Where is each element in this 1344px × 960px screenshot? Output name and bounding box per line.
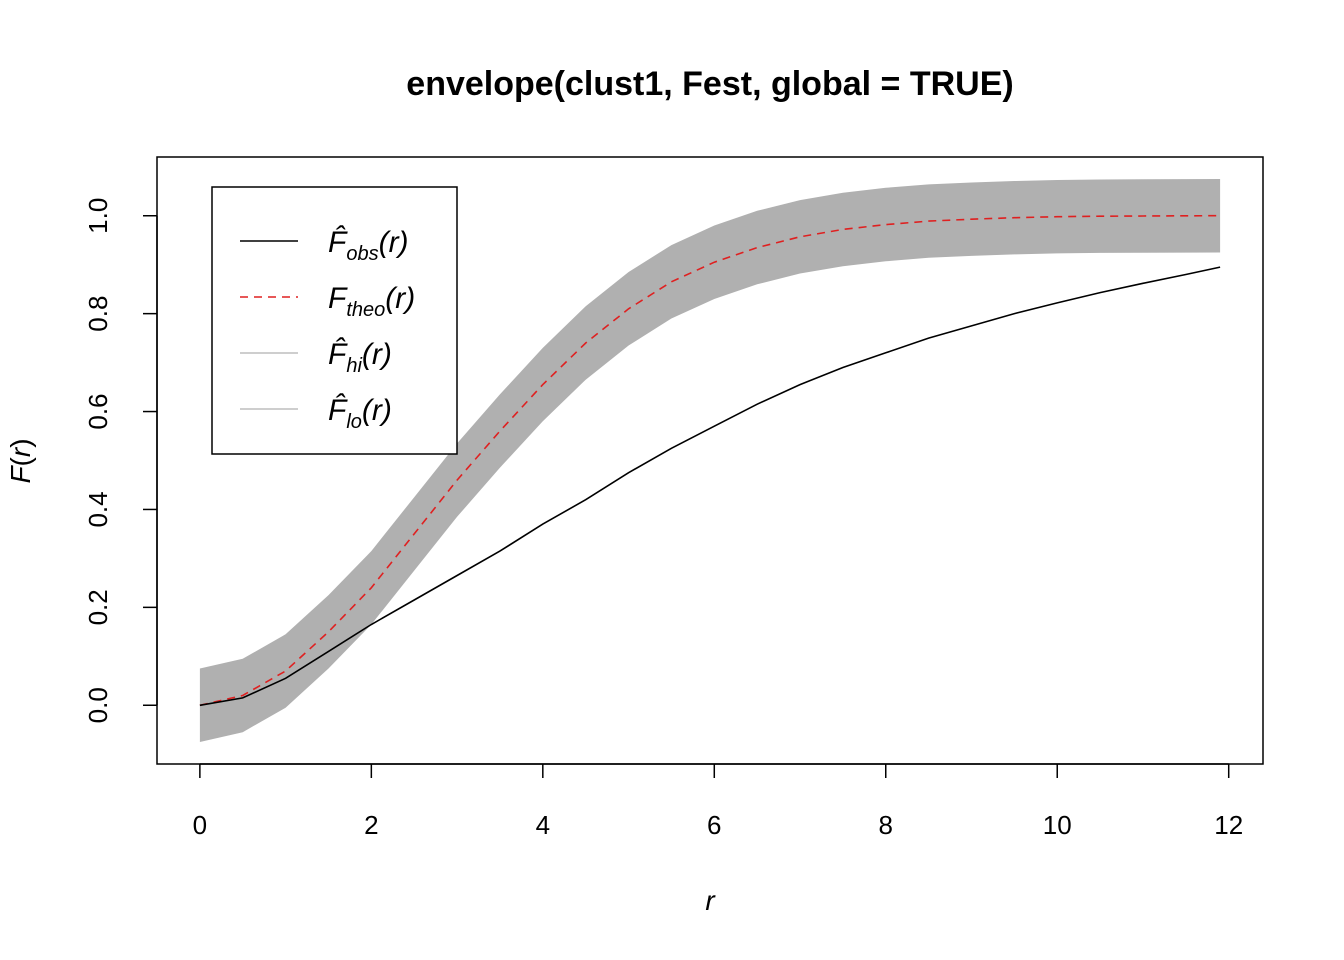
x-tick-label: 10 bbox=[1043, 810, 1072, 840]
x-tick-label: 8 bbox=[879, 810, 893, 840]
y-tick-label: 0.2 bbox=[83, 589, 113, 625]
legend-label-hi: F̂hi(r) bbox=[328, 338, 392, 377]
chart-title: envelope(clust1, Fest, global = TRUE) bbox=[406, 65, 1013, 103]
y-tick-label: 0.4 bbox=[83, 491, 113, 527]
series-lines bbox=[199, 214, 1221, 707]
y-axis-label-arg: r bbox=[5, 446, 36, 457]
y-axis-label: F(r) bbox=[5, 438, 36, 483]
y-tick-label: 0.8 bbox=[83, 296, 113, 332]
x-tick-label: 4 bbox=[536, 810, 550, 840]
legend-box bbox=[211, 186, 458, 455]
legend-label-theo: Ftheo(r) bbox=[328, 282, 415, 321]
legend-label-lo: F̂lo(r) bbox=[328, 394, 392, 433]
x-tick-label: 12 bbox=[1214, 810, 1243, 840]
y-tick-label: 0.6 bbox=[83, 393, 113, 429]
x-tick-label: 6 bbox=[707, 810, 721, 840]
x-axis: 0 2 4 6 8 10 12 bbox=[193, 763, 1243, 840]
envelope-band bbox=[199, 179, 1221, 742]
legend: F̂obs(r) Ftheo(r) F̂hi(r) F̂lo(r) bbox=[211, 186, 458, 455]
legend-label-obs: F̂obs(r) bbox=[328, 226, 409, 265]
y-axis: 0.0 0.2 0.4 0.6 0.8 1.0 bbox=[83, 198, 158, 723]
svg-text:F(r): F(r) bbox=[5, 438, 36, 483]
y-axis-label-main: F bbox=[5, 465, 36, 484]
theo-line bbox=[199, 214, 1221, 707]
band-area bbox=[199, 179, 1221, 742]
y-tick-label: 1.0 bbox=[83, 198, 113, 234]
x-axis-label: r bbox=[705, 885, 716, 916]
obs-line bbox=[199, 266, 1221, 707]
x-tick-label: 2 bbox=[364, 810, 378, 840]
x-tick-label: 0 bbox=[193, 810, 207, 840]
y-tick-label: 0.0 bbox=[83, 687, 113, 723]
